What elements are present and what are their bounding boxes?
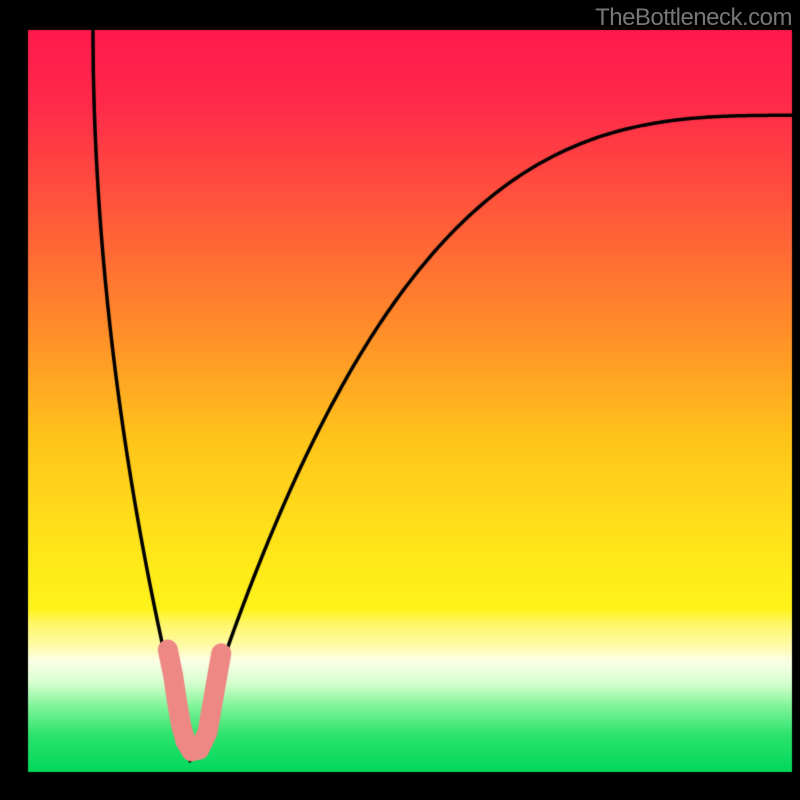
watermark-text: TheBottleneck.com bbox=[595, 4, 792, 32]
bottleneck-curve-chart bbox=[0, 0, 800, 800]
chart-root: TheBottleneck.com bbox=[0, 0, 800, 800]
